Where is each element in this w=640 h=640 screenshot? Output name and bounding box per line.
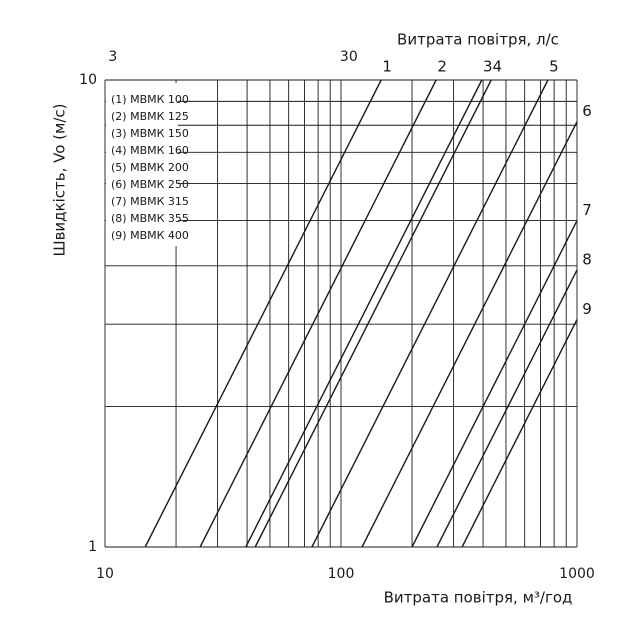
legend-label: (1) МВМК 100 bbox=[111, 93, 189, 106]
legend-label: (7) МВМК 315 bbox=[111, 195, 189, 208]
series-line bbox=[436, 269, 578, 548]
series-label: 6 bbox=[582, 102, 592, 120]
series-label: 4 bbox=[492, 58, 502, 76]
y-tick-label: 1 bbox=[88, 539, 97, 555]
series-label: 2 bbox=[437, 58, 447, 76]
series-label: 5 bbox=[549, 58, 559, 76]
top-axis-title: Витрата повітря, л/с bbox=[397, 31, 559, 49]
series-line bbox=[411, 220, 578, 548]
top-tick-label: 3 bbox=[108, 49, 117, 65]
legend-label: (8) МВМК 355 bbox=[111, 212, 189, 225]
legend-label: (2) МВМК 125 bbox=[111, 110, 189, 123]
series-line bbox=[245, 79, 483, 548]
legend-label: (5) МВМК 200 bbox=[111, 161, 189, 174]
legend-label: (3) МВМК 150 bbox=[111, 127, 189, 140]
series-label: 7 bbox=[582, 201, 592, 219]
series-label: 8 bbox=[582, 250, 592, 268]
series-line bbox=[311, 79, 549, 548]
series-line bbox=[254, 79, 492, 548]
x-tick-label: 100 bbox=[328, 566, 355, 582]
series-line bbox=[144, 79, 382, 548]
y-tick-label: 10 bbox=[79, 72, 97, 88]
series-line bbox=[361, 121, 578, 548]
series-label: 3 bbox=[483, 58, 493, 76]
series-label: 9 bbox=[582, 300, 592, 318]
series-line bbox=[461, 319, 578, 548]
legend-label: (6) МВМК 250 bbox=[111, 178, 189, 191]
top-tick-label: 30 bbox=[340, 49, 358, 65]
x-tick-label: 1000 bbox=[559, 566, 595, 582]
x-tick-label: 10 bbox=[96, 566, 114, 582]
series-line bbox=[199, 79, 437, 548]
legend-label: (4) МВМК 160 bbox=[111, 144, 189, 157]
legend-box bbox=[106, 83, 178, 246]
x-axis-title: Витрата повітря, м³/год bbox=[384, 589, 573, 607]
legend-label: (9) МВМК 400 bbox=[111, 229, 189, 242]
series-label: 1 bbox=[382, 58, 392, 76]
y-axis-title: Швидкість, Vo (м/с) bbox=[51, 104, 69, 257]
